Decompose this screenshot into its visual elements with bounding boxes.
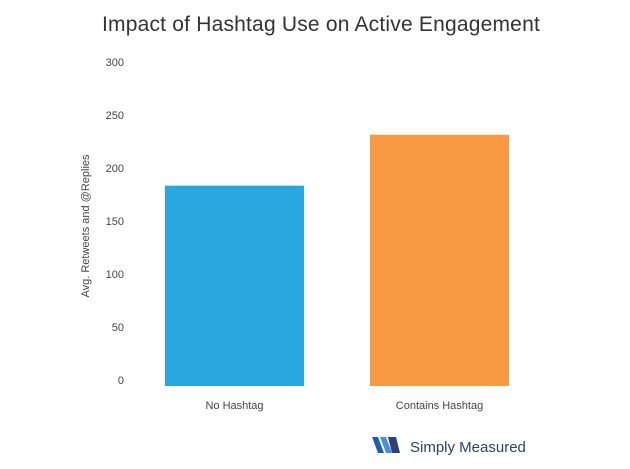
bars [165,134,509,386]
y-tick-label: 50 [112,322,124,334]
y-tick-label: 300 [106,57,124,69]
y-axis-ticks: 0 50 100 150 200 250 300 [106,57,124,387]
bar-contains-hashtag [370,134,509,386]
chart-title: Impact of Hashtag Use on Active Engageme… [102,13,540,36]
y-tick-label: 0 [118,375,124,387]
y-tick-label: 250 [106,110,124,122]
y-tick-label: 200 [106,163,124,175]
brand-footer: Simply Measured [370,433,526,462]
y-tick-label: 100 [106,269,124,281]
y-tick-label: 150 [106,216,124,228]
bar-no-hashtag [165,185,304,386]
simply-measured-logo-icon [370,433,404,462]
x-category-label: Contains Hashtag [396,400,483,412]
brand-name: Simply Measured [410,439,526,456]
x-category-label: No Hashtag [205,400,263,412]
x-axis-labels: No Hashtag Contains Hashtag [205,400,483,412]
